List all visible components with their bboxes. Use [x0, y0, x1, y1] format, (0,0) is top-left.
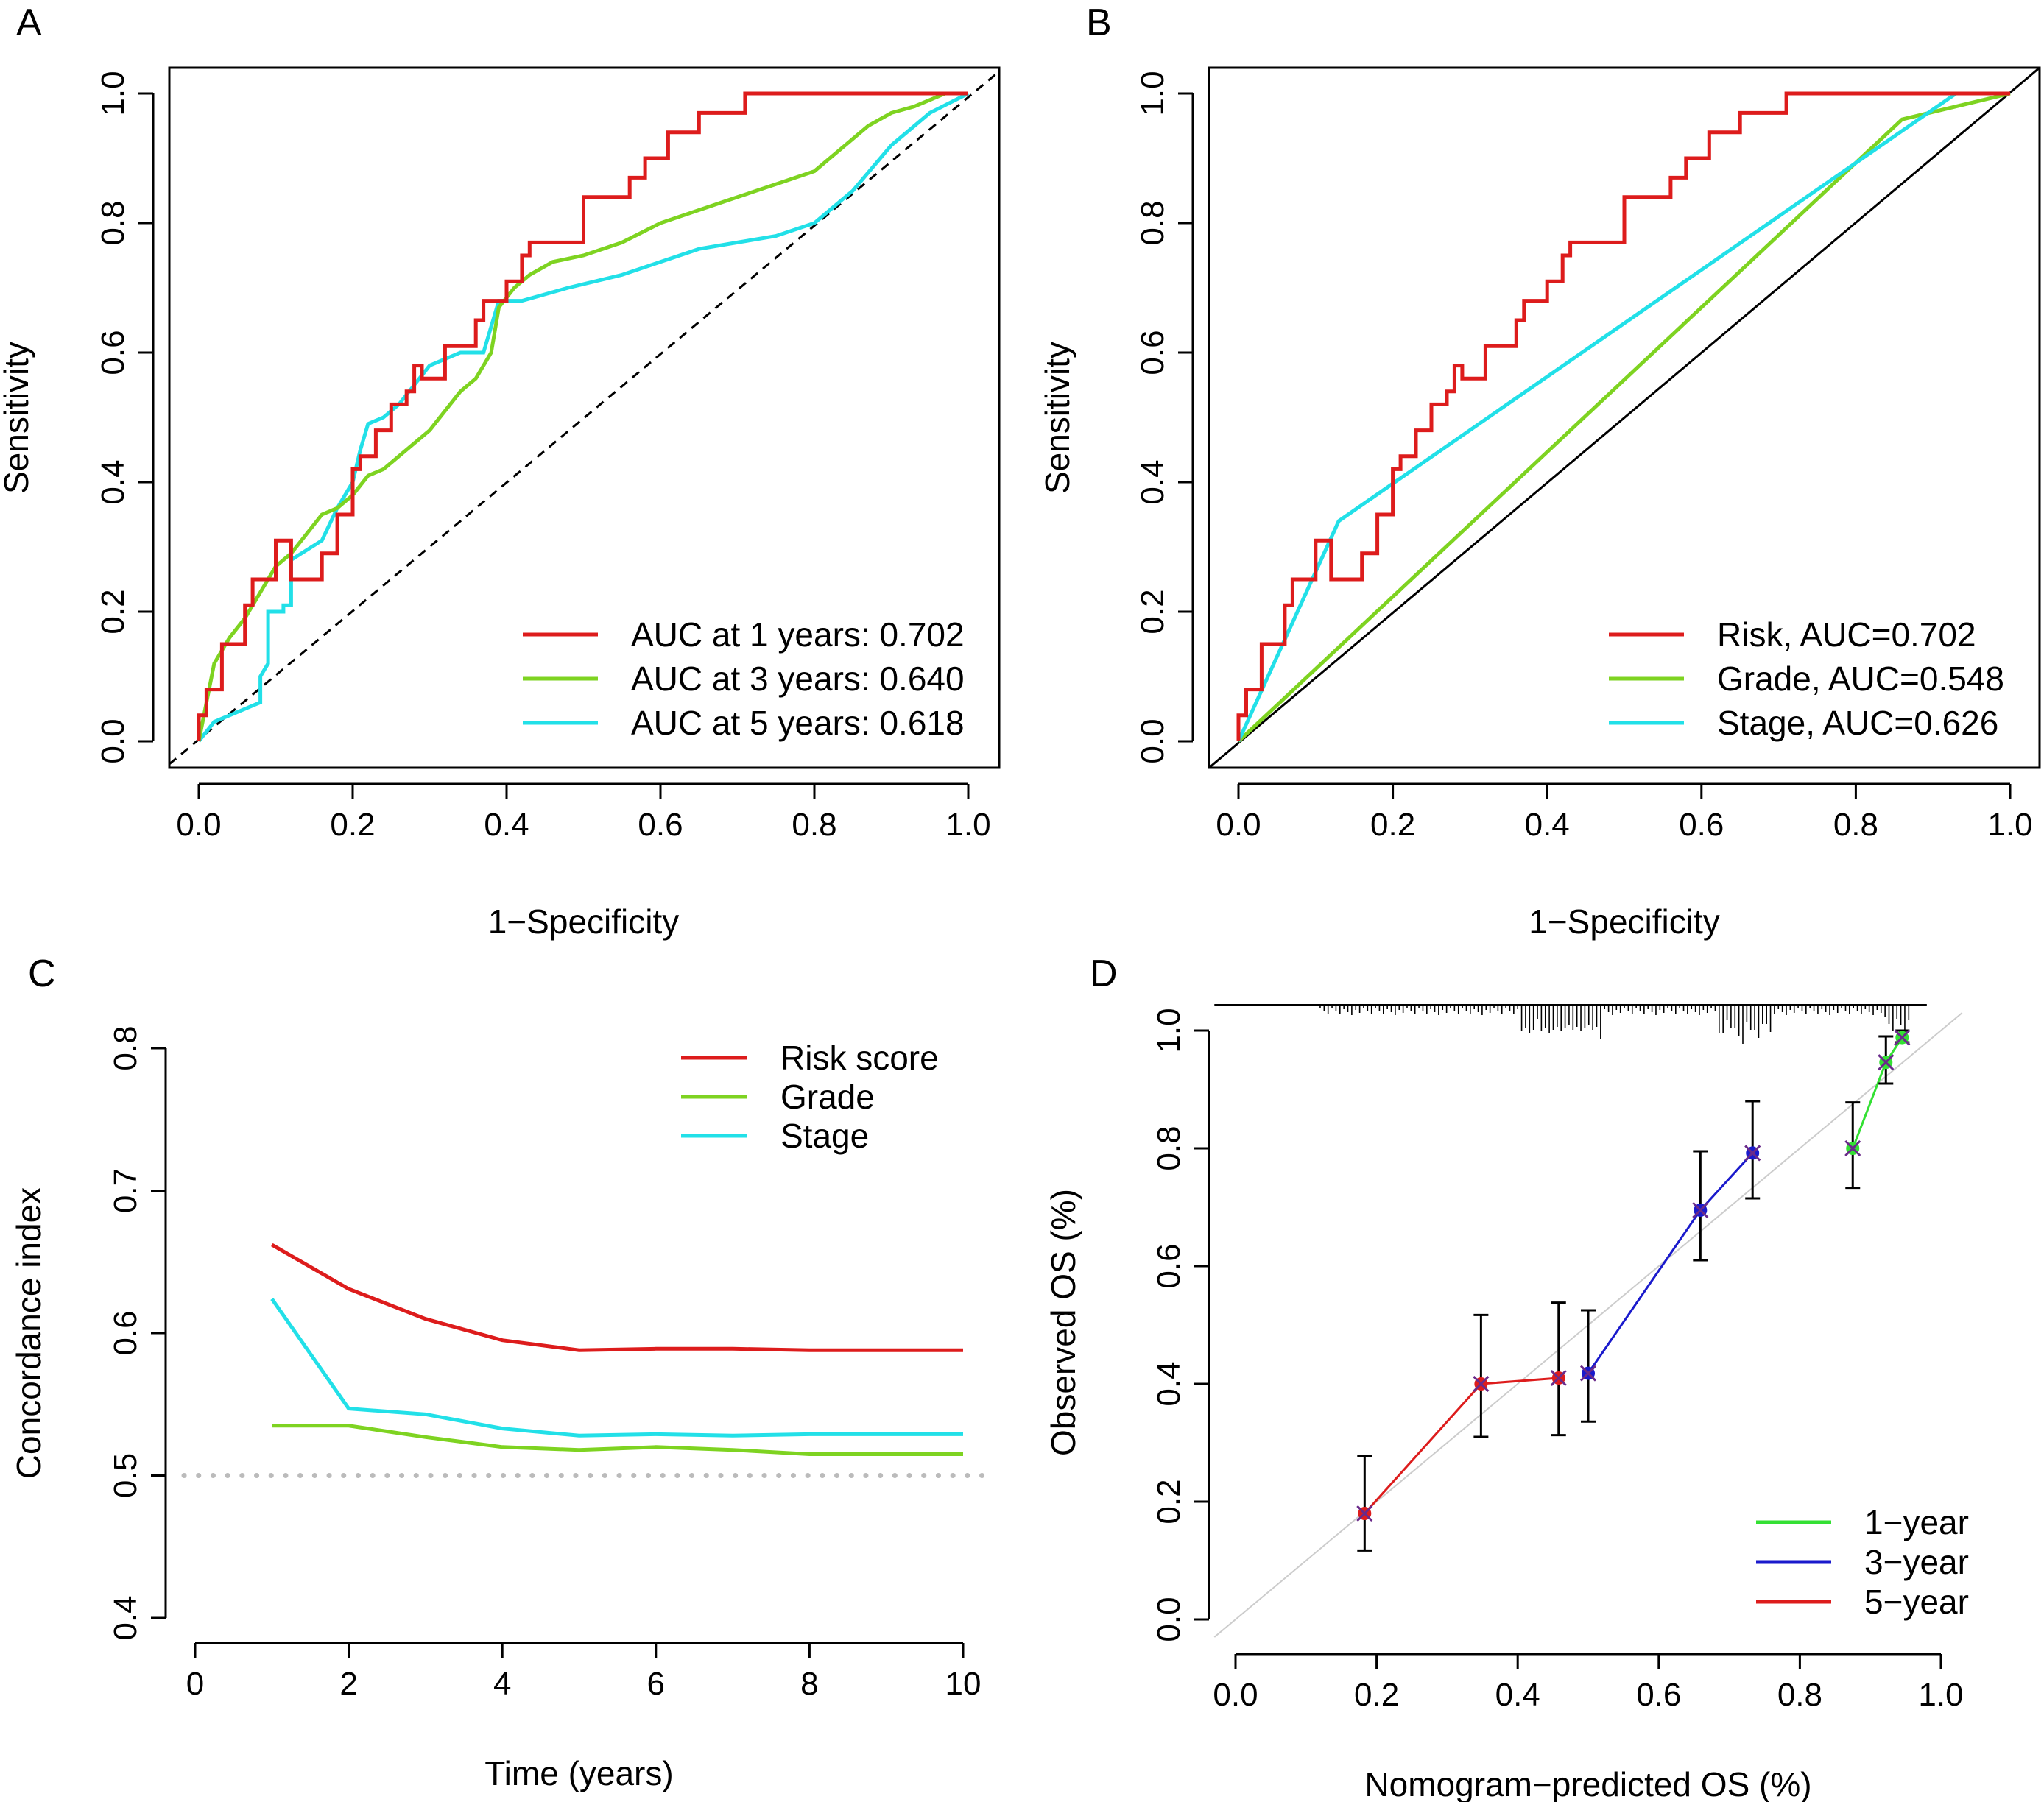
y-tick-label: 0.6: [1151, 1243, 1187, 1288]
calibration-point-x: [1744, 1145, 1761, 1162]
roc-curve-3yr: [197, 91, 968, 742]
y-tick-label: 0.8: [1151, 1126, 1187, 1170]
legend-entry: Grade: [780, 1078, 875, 1116]
x-tick-label: 10: [945, 1666, 982, 1702]
y-tick-label: 0.2: [1151, 1479, 1187, 1524]
y-tick-label: 0.2: [1135, 589, 1171, 634]
x-tick-label: 0.6: [1679, 807, 1724, 843]
x-tick-label: 0.8: [1833, 807, 1878, 843]
x-axis-title: 1−Specificity: [488, 902, 680, 941]
x-tick-label: 0.6: [1636, 1677, 1681, 1713]
panel-a: 0.0 0.2 0.4 0.6 0.8 1.0 0.0 0.2 0.4 0.6 0.8 1.0 1−Sp…: [0, 66, 1001, 941]
x-tick-label: 0.6: [638, 807, 683, 843]
x-tick-label: 1.0: [945, 807, 990, 843]
y-tick-label: 0.4: [95, 459, 131, 504]
x-tick-label: 0: [186, 1666, 204, 1702]
panel-c: 0 2 4 6 8 10 0.4 0.5 0.6 0.7 0.8 Time (years) Concor…: [10, 1025, 997, 1792]
c-index-line-grade: [272, 1424, 963, 1456]
panel-label-a: A: [16, 1, 42, 44]
x-tick-label: 1.0: [1918, 1677, 1963, 1713]
y-tick-label: 0.5: [108, 1453, 144, 1498]
roc-curve-risk: [1236, 91, 2010, 741]
panel-b: 0.0 0.2 0.4 0.6 0.8 1.0 0.0 0.2 0.4 0.6 0.8 1.0 1−Sp…: [1038, 66, 2041, 941]
plot-frame: [1208, 66, 2041, 769]
legend-entry: Risk score: [780, 1039, 939, 1077]
x-tick-label: 2: [339, 1666, 357, 1702]
legend-entry: 5−year: [1864, 1583, 1969, 1621]
y-tick-label: 0.8: [95, 200, 131, 245]
x-tick-label: 1.0: [1987, 807, 2032, 843]
calibration-point-x: [1894, 1029, 1911, 1046]
y-tick-label: 1.0: [1135, 71, 1171, 116]
y-tick-label: 0.4: [108, 1595, 144, 1640]
y-tick-label: 0.4: [1135, 459, 1171, 504]
y-tick-label: 0.6: [95, 330, 131, 375]
x-tick-label: 0.4: [1525, 807, 1570, 843]
panel-label-c: C: [28, 953, 56, 995]
legend-entry: Stage, AUC=0.626: [1717, 704, 1998, 742]
y-axis-title: Sensitivity: [0, 342, 35, 494]
legend-entry: Risk, AUC=0.702: [1717, 615, 1976, 654]
x-tick-label: 0.2: [1370, 807, 1415, 843]
x-tick-label: 0.0: [176, 807, 221, 843]
x-tick-label: 0.2: [330, 807, 375, 843]
x-tick-label: 0.0: [1213, 1677, 1258, 1713]
x-tick-label: 8: [800, 1666, 818, 1702]
legend-entry: 1−year: [1864, 1503, 1969, 1541]
x-tick-label: 6: [647, 1666, 665, 1702]
y-tick-label: 1.0: [95, 71, 131, 116]
chance-diagonal: [169, 70, 1000, 766]
calibration-line-3yr: [1587, 1152, 1754, 1374]
x-tick-label: 0.4: [484, 807, 529, 843]
x-tick-label: 0.4: [1495, 1677, 1540, 1713]
y-tick-label: 0.2: [95, 589, 131, 634]
calibration-point-x: [1356, 1505, 1373, 1522]
c-index-line-risk: [271, 1243, 963, 1352]
y-tick-label: 0.6: [108, 1310, 144, 1355]
legend-entry: AUC at 1 years: 0.702: [631, 615, 965, 654]
x-axis-title: 1−Specificity: [1529, 902, 1720, 941]
x-tick-label: 0.8: [792, 807, 836, 843]
panel-d: 0.0 0.2 0.4 0.6 0.8 1.0 0.0 0.2 0.4 0.6 0.8 1.0 Nomo…: [1044, 1004, 1969, 1802]
y-tick-label: 0.0: [95, 718, 131, 763]
calibration-point-x: [1473, 1375, 1490, 1393]
legend-entry: Grade, AUC=0.548: [1717, 660, 2004, 698]
y-tick-label: 0.4: [1151, 1361, 1187, 1406]
y-tick-label: 0.0: [1135, 718, 1171, 763]
y-tick-label: 0.0: [1151, 1597, 1187, 1642]
x-tick-label: 0.8: [1777, 1677, 1822, 1713]
y-tick-label: 0.7: [108, 1168, 144, 1213]
panel-label-b: B: [1086, 1, 1112, 44]
roc-curve-grade: [1237, 91, 2011, 743]
calibration-point-x: [1692, 1201, 1709, 1219]
plot-frame: [168, 66, 1001, 769]
legend-entry: Stage: [780, 1117, 869, 1155]
x-tick-label: 0.2: [1354, 1677, 1399, 1713]
x-tick-label: 4: [493, 1666, 511, 1702]
calibration-point-x: [1878, 1054, 1895, 1071]
legend-entry: AUC at 3 years: 0.640: [631, 660, 965, 698]
y-tick-label: 0.8: [1135, 200, 1171, 245]
calibration-line-1yr: [1851, 1036, 1903, 1149]
y-axis-title: Sensitivity: [1038, 342, 1076, 494]
chance-diagonal: [1208, 66, 2040, 769]
x-tick-label: 0.0: [1216, 807, 1261, 843]
legend-entry: AUC at 5 years: 0.618: [631, 704, 965, 742]
c-index-line-stage: [270, 1298, 963, 1438]
roc-curve-1yr: [197, 91, 968, 741]
panel-label-d: D: [1090, 953, 1118, 995]
y-axis-title: Observed OS (%): [1044, 1189, 1082, 1456]
y-tick-label: 0.8: [108, 1025, 144, 1070]
x-axis-title: Time (years): [484, 1754, 673, 1792]
calibration-point-x: [1579, 1365, 1597, 1382]
y-tick-label: 1.0: [1151, 1008, 1187, 1053]
calibration-line-5yr: [1364, 1377, 1559, 1515]
legend-entry: 3−year: [1864, 1543, 1969, 1581]
x-axis-title: Nomogram−predicted OS (%): [1364, 1765, 1811, 1802]
y-axis-title: Concordance index: [10, 1187, 48, 1479]
calibration-point-x: [1550, 1369, 1567, 1387]
calibration-point-x: [1844, 1140, 1861, 1157]
y-tick-label: 0.6: [1135, 330, 1171, 375]
